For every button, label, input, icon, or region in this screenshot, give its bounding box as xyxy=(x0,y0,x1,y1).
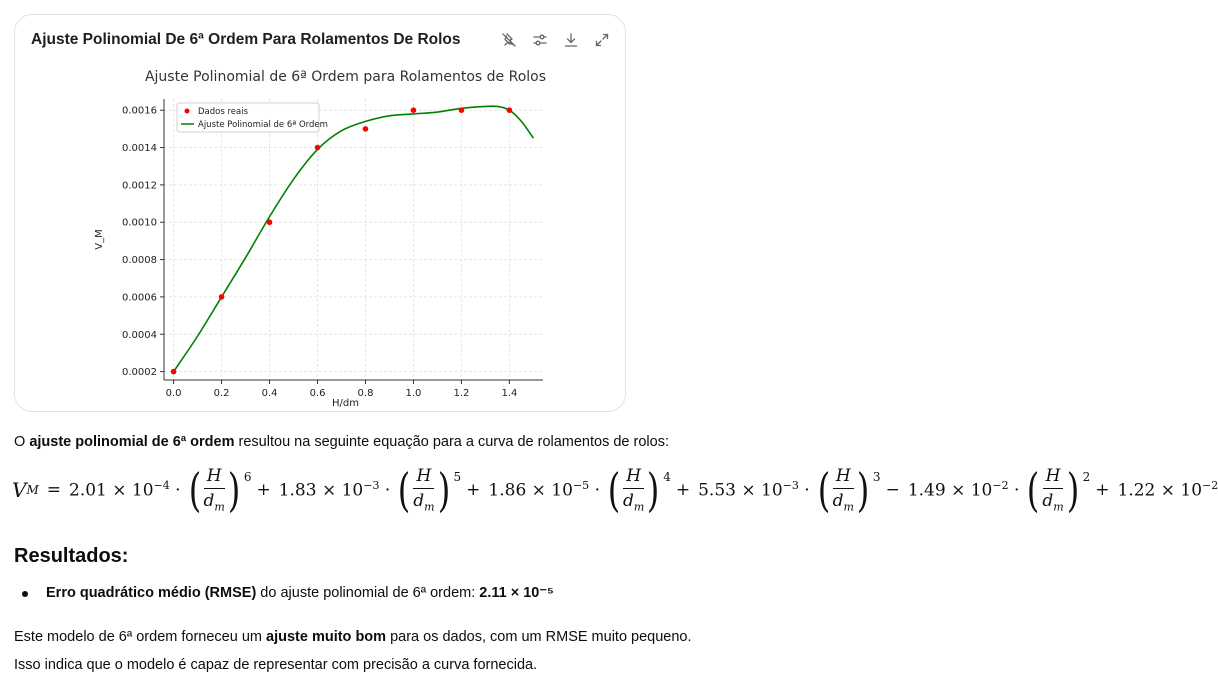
equation-coefficient: 1.49 × 10−2 · xyxy=(907,478,1020,501)
y-tick-label: 0.0004 xyxy=(122,330,157,341)
legend-box xyxy=(176,102,320,133)
y-tick-label: 0.0010 xyxy=(122,218,157,229)
data-point xyxy=(218,294,225,300)
y-tick-label: 0.0014 xyxy=(122,143,157,154)
equation-coefficient: 1.22 × 10−2 · xyxy=(1117,478,1218,501)
bullet-dot xyxy=(22,591,28,597)
chart-toolbar xyxy=(499,30,611,49)
chart-svg: 0.0 0.2 0.4 0.6 0.8 1.0 1.2 1.4 0.0002 0.0004 0.00… xyxy=(94,69,546,409)
conclusion-line-1: Este modelo de 6ª ordem forneceu um ajus… xyxy=(14,629,692,645)
legend-marker-scatter xyxy=(184,108,190,114)
chart-card-title: Ajuste Polinomial De 6ª Ordem Para Rolam… xyxy=(31,31,461,48)
x-tick-label: 0.0 xyxy=(166,388,182,399)
download-icon[interactable] xyxy=(561,30,580,49)
equation-sign: = xyxy=(46,479,61,500)
x-axis-label: H/dm xyxy=(332,398,359,409)
results-heading: Resultados: xyxy=(14,545,129,567)
data-point xyxy=(410,107,417,114)
conclusion-line-2: Isso indica que o modelo é capaz de repr… xyxy=(14,657,538,673)
equation-coefficient: 2.01 × 10−4 · xyxy=(69,478,181,501)
x-tick-label: 0.8 xyxy=(358,388,374,399)
data-point xyxy=(362,126,369,132)
data-point xyxy=(266,219,273,226)
legend-label-scatter: Dados reais xyxy=(198,107,249,117)
equation-coefficient: 5.53 × 10−3 · xyxy=(698,478,810,501)
data-point xyxy=(170,368,177,375)
chart-card: Ajuste Polinomial De 6ª Ordem Para Rolam… xyxy=(14,14,626,412)
equation-sign: + xyxy=(1095,479,1110,500)
equation-sign: + xyxy=(466,479,481,500)
equation-sign: + xyxy=(675,479,691,500)
y-tick-label: 0.0002 xyxy=(122,367,157,378)
x-tick-label: 1.2 xyxy=(453,388,469,399)
pin-off-icon[interactable] xyxy=(499,30,518,49)
expand-icon[interactable] xyxy=(592,30,611,49)
data-point xyxy=(314,144,321,151)
x-tick-label: 1.0 xyxy=(406,388,422,399)
fit-line xyxy=(172,105,535,373)
x-tick-label: 0.4 xyxy=(262,388,278,399)
y-tick-label: 0.0006 xyxy=(122,292,157,303)
y-axis-label: V_M xyxy=(94,229,105,249)
settings-sliders-icon[interactable] xyxy=(530,30,549,49)
data-point xyxy=(458,107,465,114)
legend-label-line: Ajuste Polinomial de 6ª Ordem xyxy=(198,120,328,130)
chart-title: Ajuste Polinomial de 6ª Ordem para Rolam… xyxy=(145,69,546,85)
y-tick-label: 0.0012 xyxy=(122,180,157,191)
equation-coefficient: 1.83 × 10−3 · xyxy=(278,478,391,501)
equation-sign: − xyxy=(885,479,900,500)
rmse-bullet: Erro quadrático médio (RMSE) do ajuste p… xyxy=(46,585,554,601)
equation-sign: + xyxy=(256,479,271,500)
y-tick-label: 0.0008 xyxy=(122,255,157,266)
intro-text: O ajuste polinomial de 6ª ordem resultou… xyxy=(14,434,669,450)
x-tick-label: 0.2 xyxy=(214,388,230,399)
equation-coefficient: 1.86 × 10−5 · xyxy=(488,478,600,501)
data-point xyxy=(506,107,513,114)
x-tick-label: 0.6 xyxy=(310,388,326,399)
equation-term: +1.22 × 10−2 ·(Hdm) xyxy=(1091,466,1218,513)
y-tick-label: 0.0016 xyxy=(122,106,157,117)
x-tick-label: 1.4 xyxy=(501,388,517,399)
